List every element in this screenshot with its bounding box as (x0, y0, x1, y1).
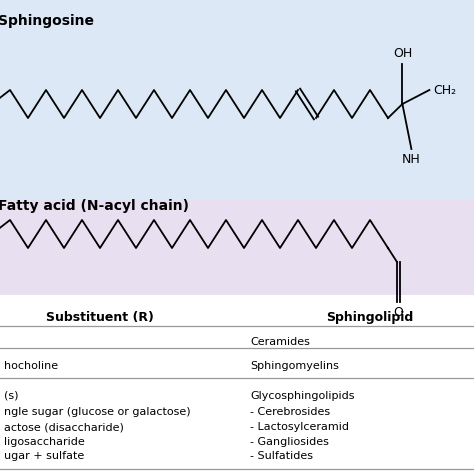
Text: - Cerebrosides: - Cerebrosides (250, 407, 330, 417)
Text: NH: NH (402, 153, 421, 166)
Text: Ceramides: Ceramides (250, 337, 310, 347)
Text: - Gangliosides: - Gangliosides (250, 437, 329, 447)
Text: Sphingomyelins: Sphingomyelins (250, 361, 339, 371)
Text: Sphingosine: Sphingosine (0, 14, 94, 28)
Text: O: O (393, 306, 403, 319)
Bar (0, 0, 474, 200)
Bar (0, 200, 474, 295)
Text: ugar + sulfate: ugar + sulfate (4, 451, 84, 461)
Text: ligosaccharide: ligosaccharide (4, 437, 85, 447)
Text: CH₂: CH₂ (433, 83, 456, 97)
Text: OH: OH (393, 47, 412, 60)
Text: hocholine: hocholine (4, 361, 58, 371)
Text: ngle sugar (glucose or galactose): ngle sugar (glucose or galactose) (4, 407, 191, 417)
Text: Sphingolipid: Sphingolipid (327, 311, 414, 324)
Text: - Lactosylceramid: - Lactosylceramid (250, 422, 349, 432)
Text: Substituent (R): Substituent (R) (46, 311, 154, 324)
Bar (0, 295, 474, 474)
Text: (s): (s) (4, 391, 18, 401)
Text: Glycosphingolipids: Glycosphingolipids (250, 391, 355, 401)
Text: - Sulfatides: - Sulfatides (250, 451, 313, 461)
Text: Fatty acid (N-acyl chain): Fatty acid (N-acyl chain) (0, 199, 189, 213)
Text: actose (disaccharide): actose (disaccharide) (4, 422, 124, 432)
